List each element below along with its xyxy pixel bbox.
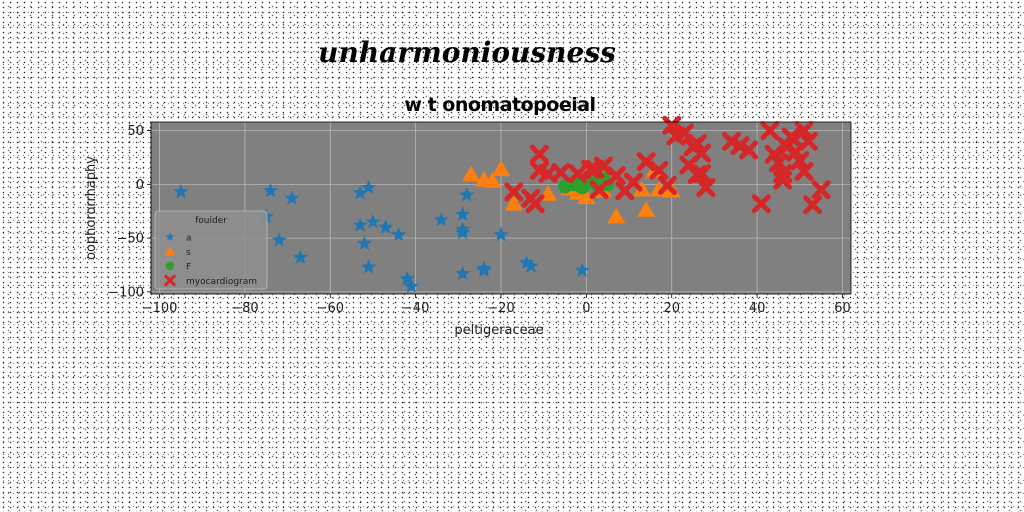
data-point-star (519, 254, 535, 270)
data-point-x (529, 144, 549, 164)
data-point-triangle (483, 172, 502, 188)
data-point-star (262, 182, 279, 198)
data-point-star (433, 211, 449, 227)
chart-suptitle: unharmoniousness (318, 36, 616, 69)
y-tick-label: 50 (127, 124, 144, 139)
data-point-x (798, 131, 818, 151)
data-point-star (173, 183, 189, 199)
data-point-star (454, 265, 471, 281)
data-point-star (365, 213, 381, 229)
chart-title: w t onomatopoeial (404, 94, 595, 116)
legend-label: s (186, 248, 191, 258)
x-tick-label: 20 (663, 301, 680, 316)
data-point-star (476, 262, 492, 277)
x-tick-label: −60 (317, 301, 344, 316)
data-point-x (760, 121, 780, 141)
data-point-star (523, 258, 539, 273)
data-point-x (692, 143, 712, 163)
data-point-x (623, 172, 643, 192)
data-point-x (649, 160, 669, 180)
data-points (173, 115, 831, 293)
data-point-star (356, 235, 373, 250)
data-point-triangle (462, 165, 481, 182)
data-point-triangle (492, 160, 510, 177)
data-point-x (521, 188, 541, 208)
y-tick-label: −50 (117, 232, 144, 247)
data-point-x (687, 134, 707, 153)
y-tick-label: 0 (136, 178, 144, 193)
data-point-triangle (577, 188, 596, 204)
x-tick-label: 60 (834, 301, 851, 316)
x-tick-label: 0 (582, 301, 590, 316)
data-point-star (352, 217, 368, 232)
data-point-star (378, 219, 394, 234)
data-point-x (636, 152, 656, 172)
data-point-star (284, 190, 300, 205)
data-point-x (751, 194, 771, 214)
data-point-x (696, 178, 716, 198)
data-point-triangle (607, 207, 626, 224)
x-tick-label: −20 (487, 301, 514, 316)
grid (151, 122, 851, 294)
data-point-x (781, 127, 801, 147)
legend-marker-x (164, 274, 176, 287)
legend-box (154, 210, 268, 290)
axis-ticks: −100 −80 −60 −40 −20 0 20 40 60 50 0 −50 −100 (108, 124, 850, 316)
data-point-star (454, 206, 471, 221)
data-point-star (459, 187, 475, 202)
data-point-star (574, 262, 590, 277)
data-point-x (692, 164, 712, 184)
data-point-triangle (637, 201, 656, 217)
legend-label: F (186, 263, 191, 273)
data-point-x (606, 166, 626, 186)
data-point-star (361, 179, 377, 195)
data-point-star (390, 226, 407, 242)
data-point-x (811, 180, 831, 200)
data-point-x (794, 161, 814, 181)
y-tick-label: −100 (108, 285, 144, 300)
data-point-star (493, 226, 509, 242)
legend-marker-star (165, 232, 175, 241)
x-tick-label: 40 (749, 301, 766, 316)
x-tick-label: −40 (402, 301, 429, 316)
data-point-star (271, 232, 287, 247)
data-point-star (352, 184, 368, 200)
data-point-x (773, 170, 793, 190)
y-axis-label: oophororrhaphy (84, 156, 99, 260)
data-point-x (739, 140, 759, 160)
legend-marker-circle (165, 261, 175, 271)
x-tick-label: −80 (231, 301, 258, 316)
data-point-x (803, 195, 823, 215)
data-point-triangle (504, 194, 523, 211)
data-point-x (657, 175, 677, 195)
legend-marker-triangle (164, 246, 176, 256)
data-point-star (292, 249, 308, 264)
data-point-star (454, 224, 471, 240)
data-point-x (589, 180, 609, 200)
data-point-star (399, 270, 415, 286)
legend-label: a (186, 234, 192, 244)
x-axis-label: peltigeraceae (454, 323, 543, 338)
legend-title: fouider (195, 216, 227, 226)
data-point-star (361, 259, 377, 274)
legend-label: myocardiogram (186, 277, 257, 287)
data-point-x (551, 163, 571, 183)
data-point-x (504, 182, 524, 202)
data-point-star (403, 278, 419, 293)
x-tick-label: −100 (142, 301, 178, 316)
